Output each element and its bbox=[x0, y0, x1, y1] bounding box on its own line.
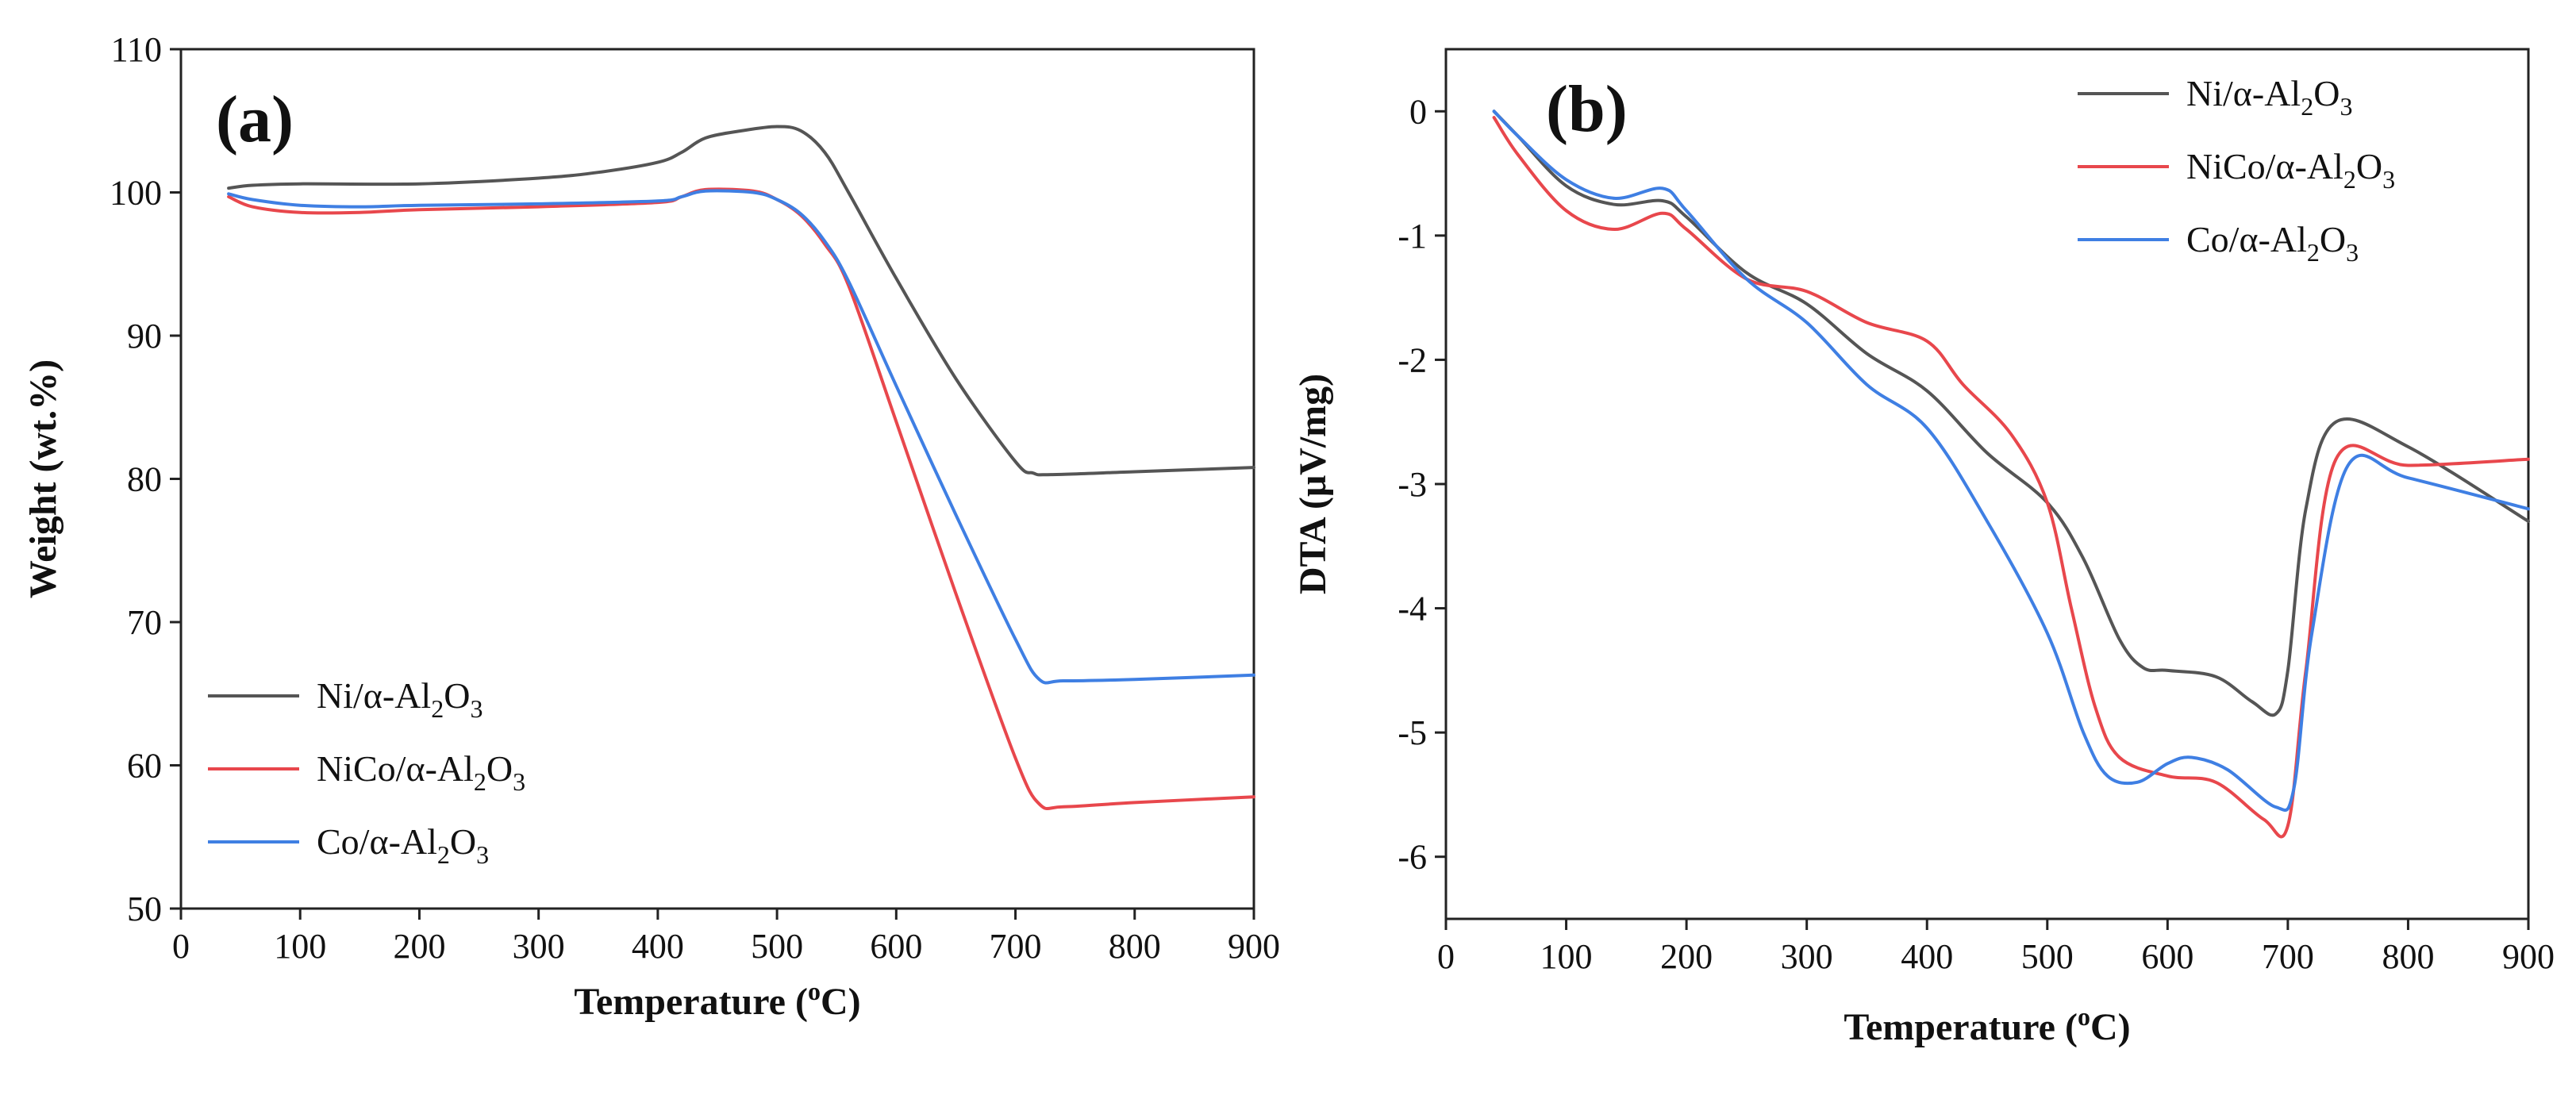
y-tick-label: -5 bbox=[1398, 713, 1427, 752]
legend-subscript: 2 bbox=[474, 767, 486, 796]
x-tick-label: 900 bbox=[2502, 937, 2555, 976]
x-axis-title-end: C) bbox=[821, 981, 861, 1023]
x-axis-title: Temperature (oC) bbox=[1844, 1002, 2130, 1048]
y-tick-label: 50 bbox=[127, 890, 162, 928]
series-line bbox=[1492, 110, 2530, 717]
legend-entry: Ni/α-Al2O3 bbox=[2186, 73, 2352, 121]
legend-subscript: 2 bbox=[431, 694, 444, 723]
x-tick-label: 0 bbox=[172, 927, 190, 966]
x-tick-label: 500 bbox=[751, 927, 803, 966]
x-tick-label: 300 bbox=[513, 927, 565, 966]
legend-text-main: Ni/α-Al bbox=[317, 675, 431, 716]
y-tick-label: 0 bbox=[1409, 92, 1427, 131]
x-tick-label: 900 bbox=[1228, 927, 1280, 966]
legend-entry: NiCo/α-Al2O3 bbox=[317, 748, 525, 796]
legend-subscript: 3 bbox=[2340, 92, 2352, 121]
legend-subscript: 3 bbox=[470, 694, 483, 723]
legend-text-main: NiCo/α-Al bbox=[317, 748, 474, 789]
x-tick-label: 0 bbox=[1437, 937, 1455, 976]
legend-text-main: O bbox=[2313, 73, 2340, 113]
y-tick-label: -3 bbox=[1398, 465, 1427, 504]
series-line bbox=[227, 189, 1255, 685]
legend-text-main: O bbox=[2356, 146, 2382, 186]
legend-text-main: O bbox=[2320, 219, 2346, 259]
y-tick-label: -2 bbox=[1398, 340, 1427, 379]
x-tick-label: 100 bbox=[1540, 937, 1593, 976]
y-tick-label: 60 bbox=[127, 747, 162, 786]
x-tick-label: 200 bbox=[393, 927, 445, 966]
legend-text-main: Co/α-Al bbox=[2186, 219, 2307, 259]
panel-a: 0 100 200 300 400 500 600 700 800 900 50 60 70 80 90 10… bbox=[22, 30, 1280, 1023]
panel-label: (a) bbox=[216, 83, 294, 156]
x-tick-label: 400 bbox=[632, 927, 684, 966]
legend-subscript: 2 bbox=[437, 840, 450, 869]
y-axis-title: Weight (wt.%) bbox=[22, 359, 64, 598]
x-tick-label: 200 bbox=[1660, 937, 1713, 976]
legend-text-main: Co/α-Al bbox=[317, 821, 437, 862]
series-line bbox=[1492, 110, 2530, 812]
x-axis-title-main: Temperature ( bbox=[1844, 1006, 2078, 1048]
x-tick-label: 700 bbox=[990, 927, 1042, 966]
panel-b: 0 100 200 300 400 500 600 700 800 900 0 -1 -2 -3 -4 -5 -… bbox=[1292, 48, 2555, 1048]
x-axis-title-main: Temperature ( bbox=[574, 981, 808, 1023]
legend-text-main: O bbox=[444, 675, 470, 716]
x-axis-title: Temperature (oC) bbox=[574, 977, 860, 1023]
y-tick-label: 90 bbox=[127, 317, 162, 355]
x-tick-label: 800 bbox=[1109, 927, 1161, 966]
legend-text-main: Ni/α-Al bbox=[2186, 73, 2301, 113]
legend-entry: Co/α-Al2O3 bbox=[317, 821, 489, 869]
legend-subscript: 3 bbox=[476, 840, 489, 869]
y-tick-label: 70 bbox=[127, 603, 162, 642]
x-tick-label: 600 bbox=[870, 927, 922, 966]
x-tick-label: 600 bbox=[2141, 937, 2193, 976]
y-tick-label: 110 bbox=[111, 30, 162, 69]
panel-label: (b) bbox=[1546, 72, 1628, 146]
legend-text-main: O bbox=[450, 821, 476, 862]
x-axis-title-end: C) bbox=[2090, 1006, 2131, 1048]
series-line bbox=[1492, 116, 2530, 839]
legend-text-main: NiCo/α-Al bbox=[2186, 146, 2343, 186]
y-tick-label: 100 bbox=[110, 174, 162, 213]
y-tick-label: 80 bbox=[127, 460, 162, 499]
legend-subscript: 2 bbox=[2307, 238, 2320, 267]
series-line bbox=[227, 125, 1255, 477]
legend-entry: NiCo/α-Al2O3 bbox=[2186, 146, 2395, 194]
x-tick-label: 100 bbox=[274, 927, 326, 966]
x-axis-title-sup: o bbox=[2078, 1002, 2090, 1031]
legend-subscript: 3 bbox=[2382, 165, 2395, 194]
x-tick-label: 700 bbox=[2262, 937, 2314, 976]
x-tick-label: 500 bbox=[2021, 937, 2074, 976]
legend-text-main: O bbox=[486, 748, 513, 789]
y-axis-title: DTA (μV/mg) bbox=[1292, 374, 1334, 594]
x-tick-label: 300 bbox=[1781, 937, 1833, 976]
legend-entry: Ni/α-Al2O3 bbox=[317, 675, 483, 723]
y-tick-label: -1 bbox=[1398, 217, 1427, 256]
legend-subscript: 2 bbox=[2301, 92, 2313, 121]
y-tick-label: -6 bbox=[1398, 838, 1427, 877]
y-tick-label: -4 bbox=[1398, 590, 1427, 628]
legend-subscript: 3 bbox=[2346, 238, 2359, 267]
legend-subscript: 3 bbox=[513, 767, 525, 796]
legend-entry: Co/α-Al2O3 bbox=[2186, 219, 2359, 267]
legend-subscript: 2 bbox=[2343, 165, 2356, 194]
x-tick-label: 800 bbox=[2382, 937, 2434, 976]
x-tick-label: 400 bbox=[1901, 937, 1953, 976]
x-axis-title-sup: o bbox=[808, 977, 821, 1005]
